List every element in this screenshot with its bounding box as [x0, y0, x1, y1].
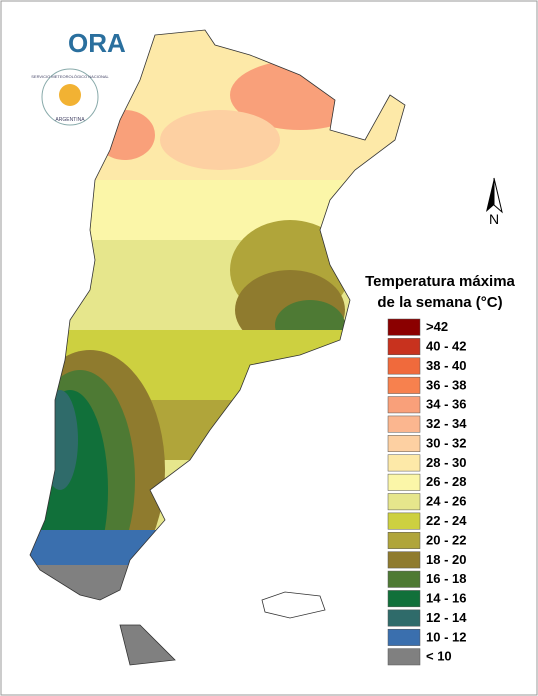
legend-label: 14 - 16 [426, 591, 466, 606]
tierra-del-fuego [119, 624, 176, 666]
logo: ORA SERVICIO METEOROLÓGICO NACIONAL ARGE… [31, 28, 126, 126]
legend-swatch [387, 435, 421, 452]
legend-swatch [387, 551, 421, 569]
north-arrow: N [486, 177, 503, 227]
legend-swatch [387, 415, 421, 433]
legend-label: 36 - 38 [426, 377, 466, 392]
legend-label: 30 - 32 [426, 435, 466, 450]
legend-swatch [387, 648, 421, 666]
legend-swatch [387, 357, 421, 375]
legend-swatch [387, 512, 421, 530]
legend: Temperatura máxima de la semana (°C) >42 40… [365, 273, 516, 666]
legend-label: 34 - 36 [426, 397, 466, 412]
legend-title: de la semana (°C) [377, 294, 502, 311]
legend-label: 20 - 22 [426, 532, 466, 547]
islands [261, 591, 326, 619]
legend-label: 12 - 14 [426, 610, 467, 625]
legend-swatch [387, 318, 421, 336]
legend-label: 22 - 24 [426, 513, 467, 528]
legend-label: >42 [426, 319, 448, 334]
legend-label: 32 - 34 [426, 416, 467, 431]
logo-sun [59, 84, 81, 106]
legend-label: 40 - 42 [426, 339, 466, 354]
legend-label: 38 - 40 [426, 358, 466, 373]
legend-swatch [387, 473, 421, 491]
legend-swatch [387, 454, 421, 472]
legend-swatch [387, 396, 421, 414]
legend-label: < 10 [426, 649, 452, 664]
logo-name: ORA [68, 28, 126, 58]
legend-label: 10 - 12 [426, 629, 466, 644]
legend-label: 28 - 30 [426, 455, 466, 470]
legend-swatch [387, 493, 421, 511]
legend-label: 24 - 26 [426, 494, 466, 509]
logo-agency: SERVICIO METEOROLÓGICO NACIONAL [31, 74, 109, 79]
legend-swatch [387, 590, 421, 608]
legend-swatch [387, 570, 421, 588]
legend-label: 18 - 20 [426, 552, 466, 567]
legend-swatch [387, 376, 421, 394]
legend-label: 16 - 18 [426, 571, 466, 586]
legend-title: Temperatura máxima [365, 273, 515, 290]
legend-swatch [387, 338, 421, 356]
logo-country: ARGENTINA [55, 117, 85, 123]
north-label: N [489, 211, 499, 227]
legend-swatch [387, 628, 421, 646]
legend-swatch [387, 532, 421, 549]
country-outline [29, 29, 406, 601]
legend-swatch [387, 609, 421, 627]
legend-label: 26 - 28 [426, 474, 466, 489]
